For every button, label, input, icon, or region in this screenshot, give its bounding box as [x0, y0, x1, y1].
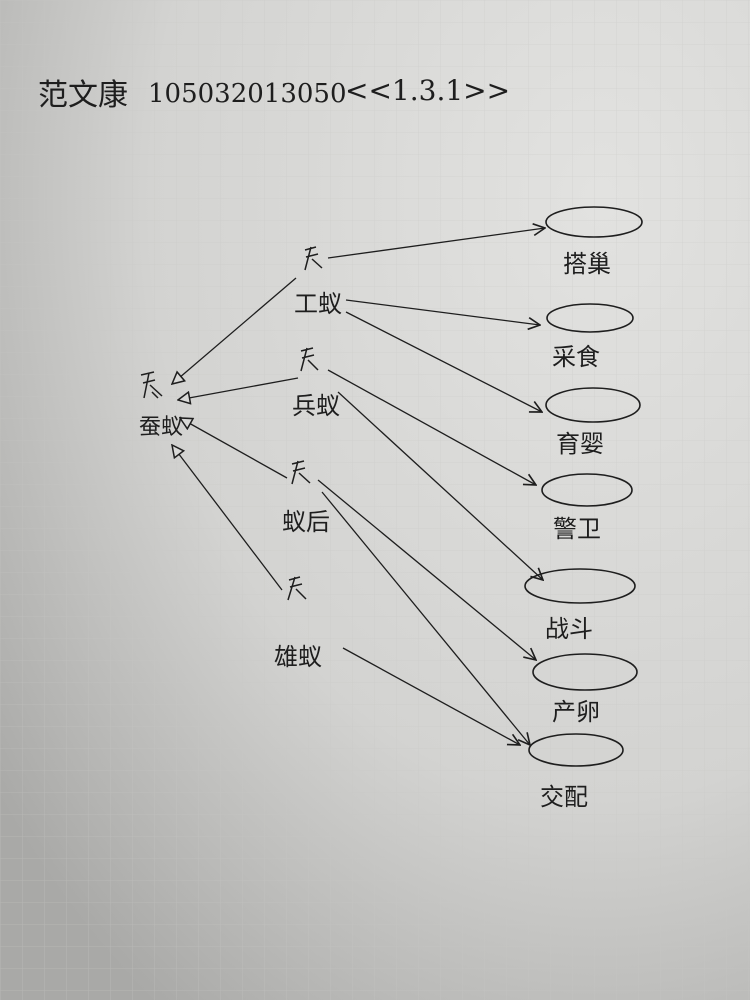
- assoc-soldier-fight: [337, 391, 543, 580]
- actor-generic-label: 蚕蚁: [139, 415, 183, 440]
- actor-worker-label: 工蚁: [294, 290, 342, 318]
- assoc-queen-mate: [321, 491, 530, 745]
- actor-soldier-label: 兵蚁: [292, 392, 340, 420]
- author-name: 范文康: [38, 78, 128, 113]
- generalization-queen: [180, 418, 288, 479]
- actor-generic-icon: [140, 371, 163, 399]
- usecase-forage-ellipse: [546, 303, 634, 333]
- assoc-soldier-guard: [327, 369, 536, 485]
- actor-soldier-icon: [300, 347, 319, 372]
- usecase-lay-eggs-ellipse: [532, 653, 638, 691]
- usecase-fight-label: 战斗: [545, 615, 593, 643]
- usecase-build-nest-label: 搭巢: [563, 250, 611, 278]
- assoc-worker-forage: [345, 299, 540, 325]
- section-number: <<1.3.1>>: [345, 74, 510, 107]
- assoc-worker-build-nest: [327, 228, 545, 259]
- usecase-build-nest-ellipse: [545, 206, 643, 238]
- generalization-soldier: [178, 377, 299, 400]
- student-id: 105032013050: [148, 79, 347, 109]
- generalization-male: [172, 445, 283, 591]
- usecase-guard-label: 警卫: [553, 515, 601, 543]
- assoc-worker-nurse: [345, 311, 542, 412]
- usecase-nurse-label: 育婴: [556, 430, 604, 458]
- usecase-guard-ellipse: [541, 473, 633, 507]
- actor-queen-icon: [291, 460, 311, 485]
- actor-queen-label: 蚁后: [282, 508, 330, 536]
- usecase-mate-label: 交配: [540, 783, 588, 811]
- usecase-mate-ellipse: [528, 733, 624, 767]
- usecase-nurse-ellipse: [545, 387, 641, 423]
- usecase-fight-ellipse: [524, 568, 636, 604]
- actor-worker-icon: [304, 246, 323, 271]
- usecase-lay-eggs-label: 产卵: [552, 698, 600, 726]
- usecase-forage-label: 采食: [552, 343, 600, 371]
- generalization-worker: [172, 277, 297, 384]
- actor-male-label: 雄蚁: [274, 643, 322, 671]
- actor-male-icon: [287, 576, 307, 601]
- assoc-male-mate: [342, 647, 520, 745]
- assoc-queen-lay-eggs: [317, 479, 536, 660]
